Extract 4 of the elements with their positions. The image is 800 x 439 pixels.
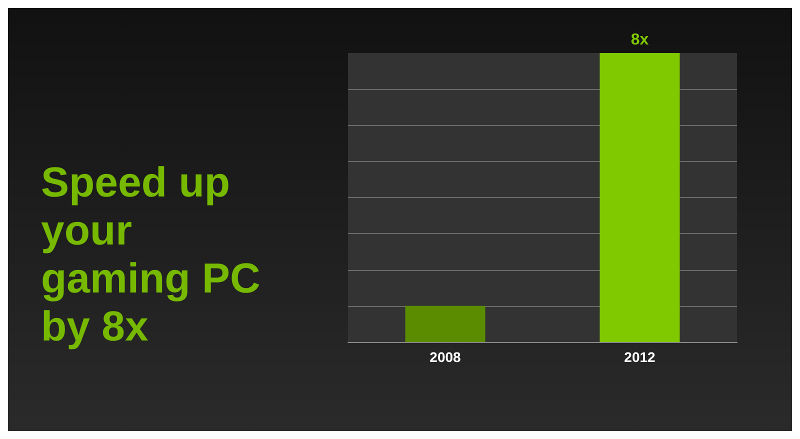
text: Speed up your gaming PC by 8x bbox=[41, 158, 272, 350]
data-label: 8x bbox=[630, 32, 649, 48]
x-tick-label: 2008 bbox=[430, 349, 462, 365]
x-tick-label: 2012 bbox=[624, 349, 656, 365]
